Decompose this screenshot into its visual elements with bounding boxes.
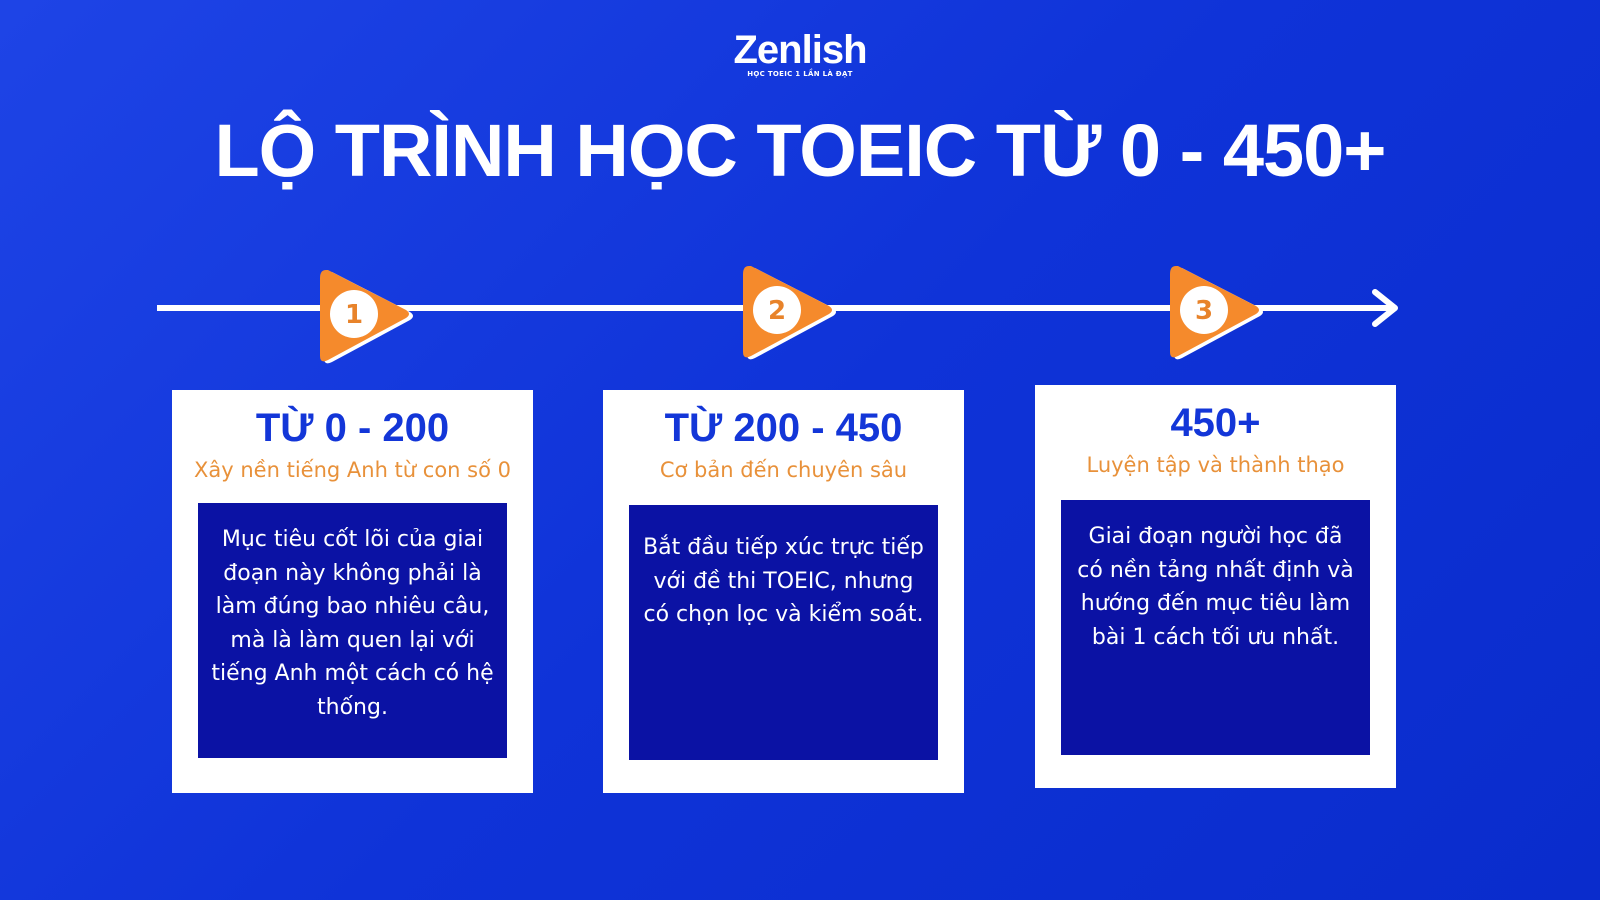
logo-brand: Zenlish	[733, 28, 867, 72]
step-marker-3: 3	[1170, 266, 1263, 360]
step-number: 3	[1195, 296, 1213, 326]
page-title: LỘ TRÌNH HỌC TOEIC TỪ 0 - 450+	[214, 109, 1386, 192]
step-subtitle: Xây nền tiếng Anh từ con số 0	[194, 458, 511, 482]
step-description: Bắt đầu tiếp xúc trực tiếp với đề thi TO…	[629, 505, 938, 760]
step-subtitle: Cơ bản đến chuyên sâu	[659, 458, 908, 482]
step-subtitle: Luyện tập và thành thạo	[1086, 453, 1345, 477]
step-card-1: TỪ 0 - 200 Xây nền tiếng Anh từ con số 0…	[172, 390, 533, 793]
arrow-head-icon	[1372, 289, 1398, 327]
step-marker-1: 1	[320, 270, 413, 364]
logo-tagline: HỌC TOEIC 1 LẦN LÀ ĐẠT	[747, 70, 853, 78]
step-description: Giai đoạn người học đã có nền tảng nhất …	[1061, 500, 1370, 755]
step-title: TỪ 200 - 450	[664, 406, 903, 450]
step-title: 450+	[1170, 401, 1261, 445]
step-number: 1	[345, 300, 363, 330]
step-description: Mục tiêu cốt lõi của giai đoạn này không…	[198, 503, 507, 758]
logo: Zenlish HỌC TOEIC 1 LẦN LÀ ĐẠT	[0, 28, 1600, 78]
step-card-3: 450+ Luyện tập và thành thạo Giai đoạn n…	[1035, 385, 1396, 788]
step-marker-2: 2	[743, 266, 836, 360]
step-number: 2	[768, 296, 786, 326]
step-card-2: TỪ 200 - 450 Cơ bản đến chuyên sâu Bắt đ…	[603, 390, 964, 793]
step-title: TỪ 0 - 200	[255, 406, 450, 450]
